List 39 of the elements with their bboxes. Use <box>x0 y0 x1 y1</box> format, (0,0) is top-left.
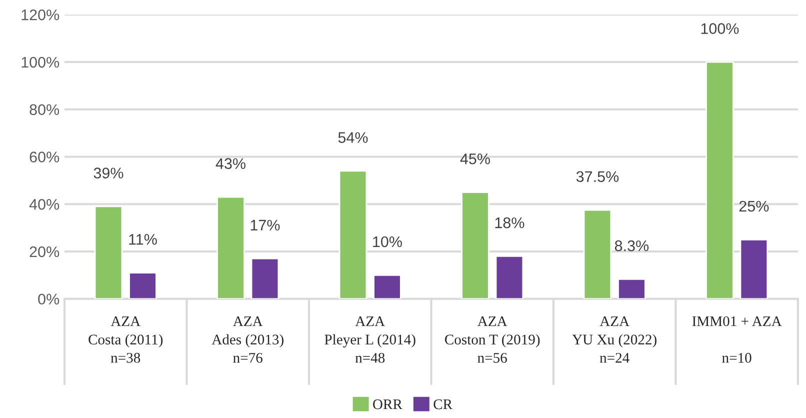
data-label: 10% <box>373 236 402 248</box>
data-label: 45% <box>460 154 490 164</box>
data-label: 17% <box>250 220 280 231</box>
data-label: 54% <box>338 132 368 143</box>
y-tick-label: 40% <box>29 198 60 210</box>
y-tick-label: 20% <box>30 246 60 258</box>
bar <box>373 274 402 299</box>
legend-label: ORR <box>373 399 402 410</box>
x-tick-label: AZA YU Xu (2022) n=24 <box>572 316 656 363</box>
x-tick-label: AZA Costa (2011) n=38 <box>88 316 163 363</box>
bar <box>338 170 368 299</box>
bar <box>495 256 524 299</box>
data-label: 39% <box>94 168 124 178</box>
y-tick-label: 100% <box>22 56 60 68</box>
bar <box>740 238 768 299</box>
data-label: 100% <box>701 23 739 34</box>
category-label: IMM01 + AZA n=10 <box>692 316 782 363</box>
data-label: 18% <box>495 217 524 228</box>
data-label: 25% <box>739 200 769 212</box>
x-tick-label: AZA Ades (2013) n=76 <box>212 316 284 363</box>
x-tick-label: AZA Coston T (2019) n=56 <box>444 316 540 363</box>
data-label: 43% <box>216 158 246 169</box>
y-tick-label: 120% <box>22 10 60 20</box>
x-tick-label: AZA Pleyer L (2014) n=48 <box>324 316 416 363</box>
y-tick-label: 80% <box>30 104 60 116</box>
bar <box>94 206 123 299</box>
bar <box>216 196 245 299</box>
data-label: 11% <box>129 234 157 245</box>
y-tick-label: 60% <box>30 152 60 162</box>
bar <box>583 209 612 299</box>
bar <box>461 192 490 299</box>
bar <box>250 258 280 299</box>
bar <box>618 278 646 299</box>
legend-label: CR <box>434 399 452 410</box>
bar <box>128 272 157 299</box>
data-label: 8.3% <box>614 240 649 252</box>
data-label: 37.5% <box>576 171 619 182</box>
bar <box>706 61 734 299</box>
y-tick-label: 0% <box>38 294 60 305</box>
